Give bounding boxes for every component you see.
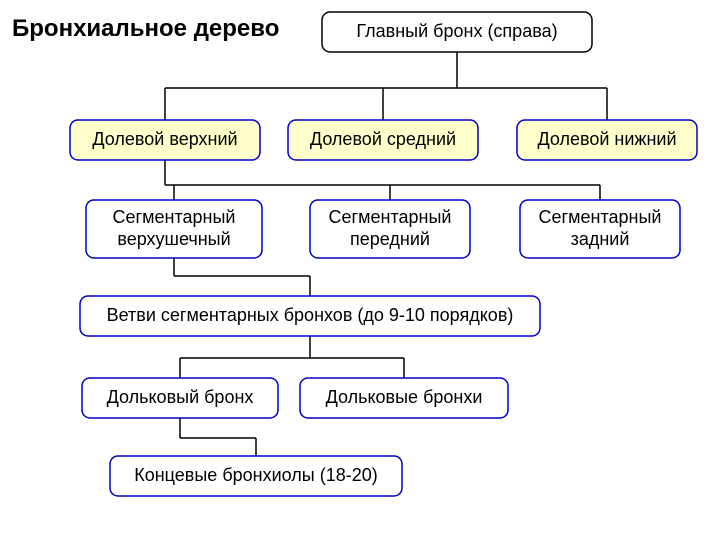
node-lobular: Дольковый бронх (82, 378, 278, 418)
node-label: Дольковый бронх (107, 387, 254, 407)
node-label: Концевые бронхиолы (18-20) (134, 465, 377, 485)
node-seg_back: Сегментарныйзадний (520, 200, 680, 258)
node-seg_front: Сегментарныйпередний (310, 200, 470, 258)
node-terminal: Концевые бронхиолы (18-20) (110, 456, 402, 496)
node-seg_apex: Сегментарныйверхушечный (86, 200, 262, 258)
node-label: Сегментарный (329, 207, 452, 227)
node-label: Сегментарный (113, 207, 236, 227)
node-lobulars: Дольковые бронхи (300, 378, 508, 418)
node-root: Главный бронх (справа) (322, 12, 592, 52)
node-label: Ветви сегментарных бронхов (до 9-10 поря… (107, 305, 514, 325)
diagram-canvas: Бронхиальное дерево Главный бронх (справа… (0, 0, 720, 540)
node-label: Долевой нижний (537, 129, 676, 149)
node-label: Главный бронх (справа) (356, 21, 557, 41)
node-label: Дольковые бронхи (326, 387, 483, 407)
node-branches: Ветви сегментарных бронхов (до 9-10 поря… (80, 296, 540, 336)
node-upper_lobe: Долевой верхний (70, 120, 260, 160)
node-label: передний (350, 229, 430, 249)
node-label: Долевой верхний (92, 129, 237, 149)
node-lower_lobe: Долевой нижний (517, 120, 697, 160)
page-title: Бронхиальное дерево (12, 15, 279, 42)
node-label: Сегментарный (539, 207, 662, 227)
node-label: задний (571, 229, 630, 249)
node-label: Долевой средний (310, 129, 456, 149)
node-label: верхушечный (117, 229, 230, 249)
node-mid_lobe: Долевой средний (288, 120, 478, 160)
